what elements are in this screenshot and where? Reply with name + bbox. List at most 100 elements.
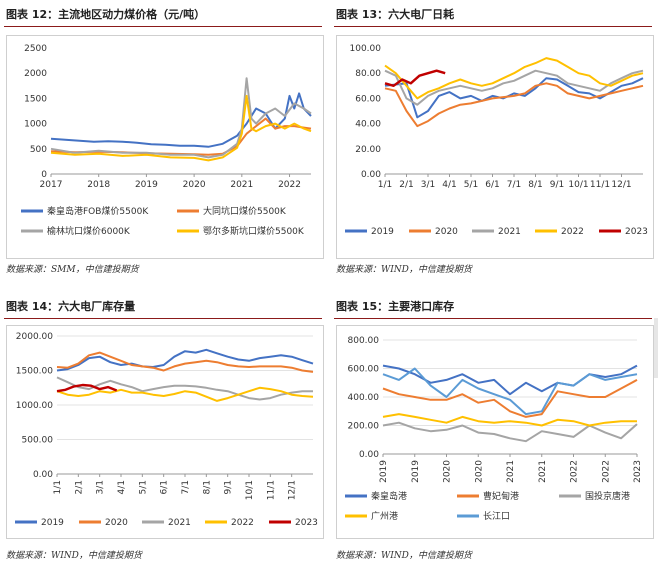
legend-label: 长江口 [483, 510, 510, 522]
legend-label: 曹妃甸港 [483, 490, 519, 502]
x-tick-label: 1/1 [53, 480, 63, 494]
legend-label: 秦皇岛港 [371, 490, 407, 502]
series-line-国投京唐港 [382, 421, 638, 443]
source-note-14: 数据来源：WIND，中信建投期货 [6, 551, 142, 561]
series-line-2022 [56, 386, 314, 402]
source-note-13: 数据来源：WIND，中信建投期货 [336, 265, 472, 275]
y-tick-label: 40.00 [355, 120, 381, 130]
series-line-2020 [56, 351, 314, 373]
x-tick-label: 2022 [601, 460, 611, 483]
y-tick-label: 1000 [24, 120, 47, 130]
series-line-榆林坑口煤价6000K [50, 77, 312, 159]
chart-title-14: 图表 14：六大电厂库存量 [6, 300, 136, 313]
y-tick-label: 0 [41, 170, 47, 180]
y-tick-label: 1000.00 [16, 401, 53, 411]
x-tick-label: 2023 [633, 460, 643, 483]
y-tick-label: 0.00 [33, 470, 53, 480]
x-tick-label: 2021 [506, 460, 516, 483]
x-tick-label: 2018 [87, 180, 110, 190]
series-line-秦皇岛港 [382, 364, 638, 396]
chart-title-15: 图表 15：主要港口库存 [336, 300, 455, 313]
series-line-2021 [56, 376, 313, 401]
x-tick-label: 8/1 [528, 180, 542, 190]
series-line-曹妃甸港 [382, 379, 638, 418]
legend-label: 2020 [435, 227, 458, 237]
series-line-2022 [384, 57, 644, 100]
x-tick-label: 11/1 [590, 180, 610, 190]
x-tick-label: 2022 [278, 180, 301, 190]
y-tick-label: 80.00 [355, 69, 381, 79]
y-tick-label: 2500 [24, 44, 47, 54]
legend-label: 2023 [625, 227, 648, 237]
source-note-12: 数据来源：SMM，中信建投期货 [6, 265, 139, 275]
title-rule [4, 318, 322, 319]
x-tick-label: 3/1 [96, 480, 106, 494]
legend-label: 大同坑口煤价5500K [203, 205, 287, 217]
chart-title-13: 图表 13：六大电厂日耗 [336, 8, 455, 21]
legend-label: 榆林坑口煤价6000K [47, 225, 131, 237]
x-tick-label: 4/1 [117, 480, 127, 494]
x-tick-label: 6/1 [485, 180, 499, 190]
legend-label: 2020 [105, 518, 128, 528]
x-tick-label: 11/1 [266, 480, 276, 500]
x-tick-label: 10/1 [568, 180, 588, 190]
legend-label: 2021 [168, 518, 191, 528]
x-tick-label: 1/1 [378, 180, 392, 190]
x-tick-label: 6/1 [160, 480, 170, 494]
legend-label: 秦皇岛港FOB煤价5500K [47, 205, 149, 217]
x-tick-label: 2020 [183, 180, 206, 190]
x-tick-label: 7/1 [507, 180, 521, 190]
x-tick-label: 2/1 [74, 480, 84, 494]
series-line-鄂尔多斯坑口煤价5500K [50, 94, 312, 162]
y-tick-label: 500.00 [22, 436, 54, 446]
source-note-15: 数据来源：WIND，中信建投期货 [336, 551, 472, 561]
x-tick-label: 5/1 [138, 480, 148, 494]
x-tick-label: 2021 [230, 180, 253, 190]
x-tick-label: 2017 [40, 180, 63, 190]
series-line-2021 [384, 69, 644, 106]
legend-label: 2021 [498, 227, 521, 237]
series-line-2019 [56, 348, 314, 372]
y-tick-label: 2000 [24, 69, 47, 79]
series-line-2023 [56, 383, 118, 393]
series-line-广州港 [382, 413, 637, 427]
chart-13-svg: 0.00 20.00 40.00 60.00 80.00 100.00 1/1 2/1 3/1 4… [345, 44, 648, 237]
scrollbar[interactable] [654, 318, 658, 378]
chart-frame-14: 0.00 500.00 1000.00 1500.00 2000.00 1/1 2/1 3/1… [6, 325, 324, 539]
x-tick-label: 2020 [474, 460, 484, 483]
y-tick-label: 800.00 [348, 336, 380, 346]
legend-label: 2022 [561, 227, 584, 237]
chart-frame-15: 0.00 200.00 400.00 600.00 800.00 2019 2019 2020… [336, 325, 654, 539]
title-rule [334, 318, 652, 319]
title-rule [334, 26, 652, 27]
legend-label: 2022 [231, 518, 254, 528]
legend-label: 2019 [371, 227, 394, 237]
legend-label: 2019 [41, 518, 64, 528]
y-tick-label: 200.00 [348, 422, 380, 432]
chart-frame-12: 0 500 1000 1500 2000 2500 2017 2018 2019 2020 2021… [6, 35, 324, 259]
x-tick-label: 12/1 [288, 480, 298, 500]
chart-14-svg: 0.00 500.00 1000.00 1500.00 2000.00 1/1 2/1 3/1… [15, 332, 318, 528]
y-tick-label: 1500 [24, 94, 47, 104]
x-tick-label: 10/1 [245, 480, 255, 500]
x-tick-label: 4/1 [442, 180, 456, 190]
x-tick-label: 5/1 [464, 180, 478, 190]
x-tick-label: 8/1 [202, 480, 212, 494]
x-tick-label: 2019 [135, 180, 158, 190]
y-tick-label: 400.00 [348, 393, 380, 403]
x-tick-label: 2020 [443, 460, 453, 483]
series-line-2020 [384, 82, 644, 128]
y-tick-label: 0.00 [361, 170, 381, 180]
chart-12-svg: 0 500 1000 1500 2000 2500 2017 2018 2019 2020 2021… [21, 44, 312, 237]
y-tick-label: 20.00 [355, 145, 381, 155]
y-tick-label: 0.00 [359, 450, 379, 460]
series-line-秦皇岛港FOB煤价5500K [50, 92, 312, 148]
legend-label: 国投京唐港 [585, 490, 630, 502]
legend-label: 2023 [295, 518, 318, 528]
title-rule [4, 26, 322, 27]
series-line-长江口 [382, 367, 638, 416]
chart-15-svg: 0.00 200.00 400.00 600.00 800.00 2019 2019 2020… [345, 336, 643, 522]
x-tick-label: 3/1 [421, 180, 435, 190]
x-tick-label: 9/1 [224, 480, 234, 494]
x-tick-label: 12/1 [611, 180, 631, 190]
